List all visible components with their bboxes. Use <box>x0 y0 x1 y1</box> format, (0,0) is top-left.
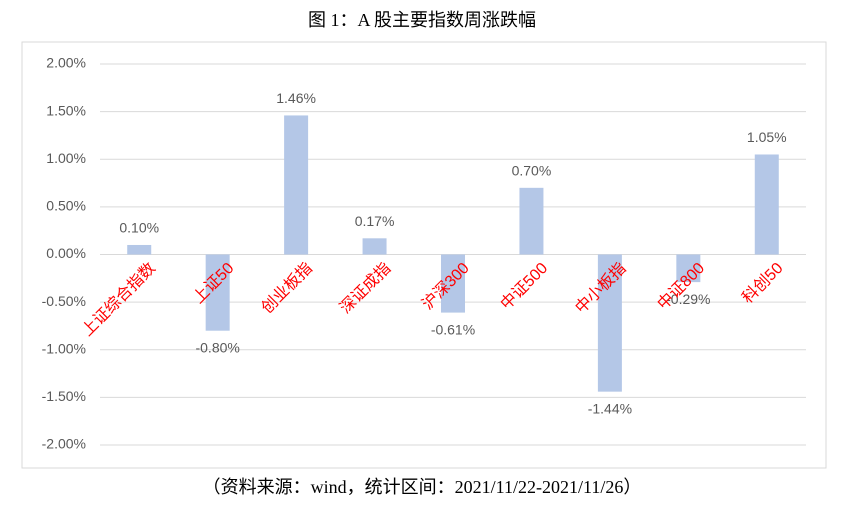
bar <box>519 187 544 255</box>
value-label: -1.44% <box>588 400 632 416</box>
bar <box>284 115 309 255</box>
y-tick-label: 1.50% <box>46 102 86 118</box>
footnote: （资料来源：wind，统计区间：2021/11/22-2021/11/26） <box>203 477 642 497</box>
value-label: -0.29% <box>666 291 710 307</box>
y-tick-label: -0.50% <box>42 293 86 309</box>
value-label: 1.46% <box>276 90 316 106</box>
y-tick-label: -1.50% <box>42 388 86 404</box>
bar <box>362 238 387 255</box>
y-tick-label: 1.00% <box>46 150 86 166</box>
bar <box>205 254 230 331</box>
value-label: 0.17% <box>355 213 395 229</box>
y-tick-label: -1.00% <box>42 340 86 356</box>
bar <box>441 254 465 313</box>
y-tick-label: 0.50% <box>46 198 86 214</box>
value-label: 0.10% <box>119 220 159 236</box>
y-tick-label: -2.00% <box>42 436 86 452</box>
bar <box>676 254 701 283</box>
bar <box>754 154 779 255</box>
bar <box>127 244 152 255</box>
value-label: -0.61% <box>431 321 475 337</box>
value-label: -0.80% <box>195 339 239 355</box>
y-tick-label: 0.00% <box>46 245 86 261</box>
bar <box>597 254 622 392</box>
y-tick-label: 2.00% <box>46 55 86 71</box>
value-label: 0.70% <box>512 163 552 179</box>
chart-title: 图 1：A 股主要指数周涨跌幅 <box>308 10 536 30</box>
value-label: 1.05% <box>747 129 787 145</box>
